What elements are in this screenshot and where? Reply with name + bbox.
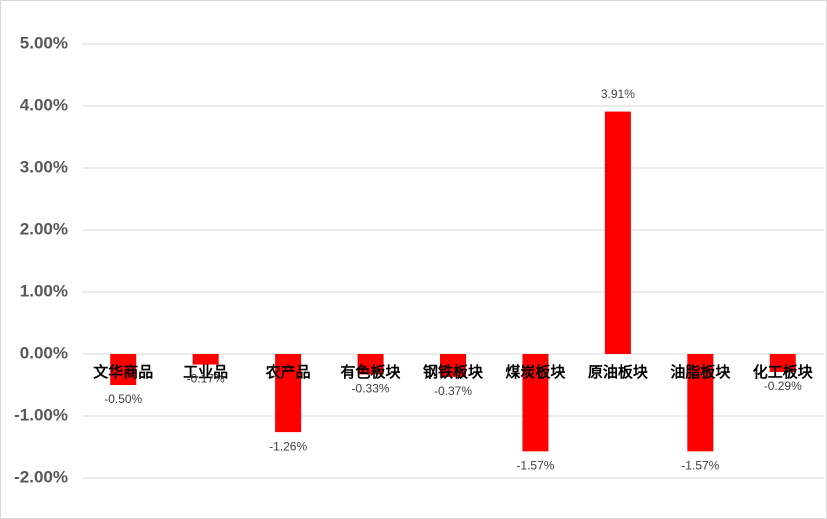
y-tick-label: 1.00% <box>20 281 68 300</box>
bar <box>110 354 137 385</box>
data-label: -0.29% <box>764 379 802 393</box>
x-tick-label: 化工板块 <box>753 363 814 381</box>
data-label: -0.37% <box>434 384 472 398</box>
data-label: -0.17% <box>187 372 225 386</box>
bar <box>522 354 549 452</box>
y-tick-label: -1.00% <box>14 405 68 424</box>
x-tick-label: 钢铁板块 <box>423 363 484 381</box>
bar <box>275 354 302 433</box>
y-tick-label: 5.00% <box>20 33 68 52</box>
x-tick-label: 油脂板块 <box>670 363 731 381</box>
x-tick-label: 煤炭板块 <box>505 363 566 381</box>
bar <box>769 354 796 372</box>
y-tick-label: 3.00% <box>20 157 68 176</box>
bar <box>357 354 384 375</box>
data-label: -0.33% <box>352 382 390 396</box>
bar <box>604 111 631 354</box>
data-label: -0.50% <box>104 392 142 406</box>
x-tick-label: 原油板块 <box>588 363 649 381</box>
y-tick-label: 2.00% <box>20 219 68 238</box>
x-tick-label: 工业品 <box>183 364 228 381</box>
y-tick-label: -2.00% <box>14 467 68 486</box>
x-tick-label: 有色板块 <box>341 363 402 381</box>
bar <box>687 354 714 452</box>
data-label: -1.57% <box>516 459 554 473</box>
x-tick-label: 农产品 <box>265 363 311 381</box>
y-tick-label: 4.00% <box>20 95 68 114</box>
data-label: -1.26% <box>269 439 307 453</box>
data-label: 3.91% <box>601 87 635 101</box>
bar <box>440 354 466 377</box>
data-label: -1.57% <box>681 459 719 473</box>
bar <box>192 354 219 365</box>
y-tick-label: 0.00% <box>20 343 68 362</box>
x-tick-label: 文华商品 <box>93 363 153 381</box>
